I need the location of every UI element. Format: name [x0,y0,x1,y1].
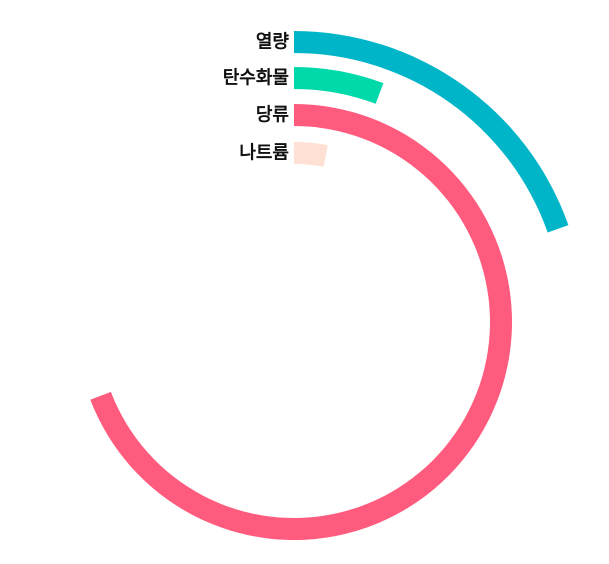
bar-label-3: 당류 [256,105,289,126]
bar-1 [294,31,569,233]
bar-label-1: 열량 [256,32,290,53]
bar-2 [294,66,384,104]
bar-3 [90,103,513,540]
bar-4 [294,142,328,167]
bar-label-4: 나트륨 [239,143,289,164]
bar-label-2: 탄수화물 [223,68,289,89]
